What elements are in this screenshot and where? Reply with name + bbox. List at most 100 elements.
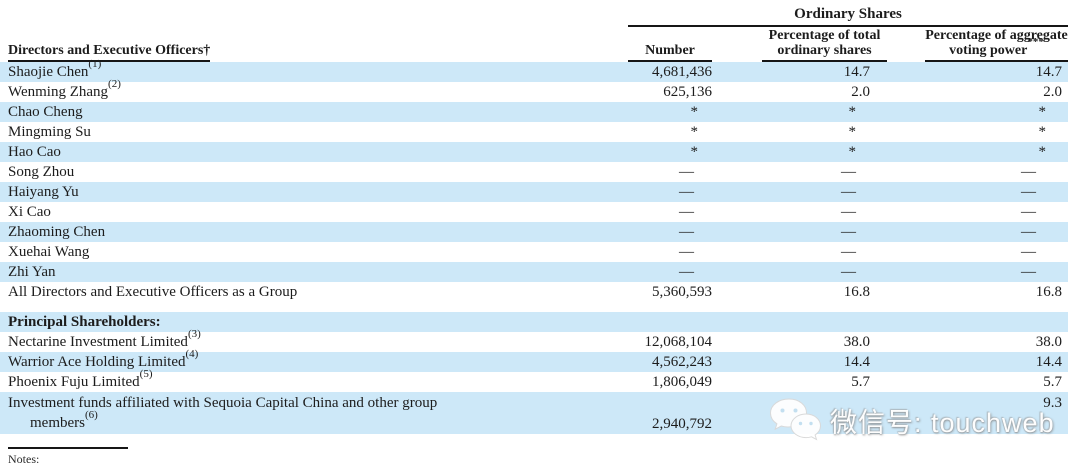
- table-row: Hao Cao * * *: [0, 142, 1068, 162]
- pct-voting-power-cell: —: [1021, 224, 1036, 240]
- number-cell: *: [690, 124, 699, 140]
- shareholder-name-cell: Haiyang Yu: [8, 184, 79, 200]
- first-column-header: Directors and Executive Officers†: [8, 43, 211, 62]
- footnote-marker: (5): [139, 368, 153, 380]
- pct-ordinary-shares-cell: *: [848, 144, 857, 160]
- number-cell: —: [679, 184, 694, 200]
- pct-voting-power-column-header: Percentage of aggregate voting power***: [925, 28, 1068, 62]
- pct-ordinary-shares-cell: —: [841, 164, 856, 180]
- pct-ordinary-shares-cell: 16.8: [843, 284, 870, 300]
- shareholder-name-cell: All Directors and Executive Officers as …: [8, 284, 298, 300]
- pct-voting-power-cell: 38.0: [1035, 334, 1062, 350]
- pct-ordinary-shares-cell: —: [841, 224, 856, 240]
- pct-ordinary-shares-cell: 14.4: [843, 354, 870, 370]
- number-cell: —: [679, 164, 694, 180]
- pct-voting-power-cell: *: [1038, 104, 1047, 120]
- number-cell: —: [679, 204, 694, 220]
- shareholder-name-cell: Zhaoming Chen: [8, 224, 106, 240]
- pct-voting-power-cell: 16.8: [1035, 284, 1062, 300]
- pct-ordinary-shares-cell: —: [841, 204, 856, 220]
- notes-label: Notes:: [8, 452, 40, 466]
- group-column-header: Ordinary Shares: [628, 6, 1068, 27]
- table-row: Principal Shareholders:: [0, 312, 1068, 332]
- pct-voting-power-cell: 14.7: [1035, 64, 1062, 80]
- number-cell: 625,136: [663, 84, 712, 100]
- footnote-marker: (6): [84, 409, 98, 421]
- number-cell: 4,562,243: [652, 354, 712, 370]
- shareholder-name-cell: Phoenix Fuju Limited(5): [8, 368, 153, 391]
- pct-ordinary-shares-cell: —: [841, 264, 856, 280]
- shareholder-name-cell: Shaojie Chen(1): [8, 58, 102, 81]
- table-header: Ordinary Shares Directors and Executive …: [0, 0, 1080, 62]
- pct-ordinary-shares-cell: [712, 312, 887, 332]
- number-cell: [628, 312, 712, 332]
- shareholder-name-cell: Warrior Ace Holding Limited(4): [8, 348, 199, 371]
- footnote-marker: (2): [108, 78, 121, 90]
- table-row: Nectarine Investment Limited(3) 12,068,10…: [0, 328, 1068, 352]
- table-row: Haiyang Yu — — —: [0, 182, 1068, 202]
- pct-voting-power-cell: [887, 312, 1068, 332]
- table-row: Phoenix Fuju Limited(5) 1,806,049 5.7 5.7: [0, 368, 1068, 392]
- pct-ordinary-shares-cell: 38.0: [843, 334, 870, 350]
- table-row: Shaojie Chen(1) 4,681,436 14.7 14.7: [0, 58, 1068, 82]
- shareholder-name-cell: Zhi Yan: [8, 264, 56, 280]
- number-column-header: Number: [628, 43, 712, 62]
- pct-ordinary-shares-cell: 5.7: [851, 374, 870, 390]
- pct-voting-power-cell: —: [1021, 204, 1036, 220]
- number-cell: *: [690, 144, 699, 160]
- number-cell: *: [690, 104, 699, 120]
- pct-ordinary-shares-cell: —: [841, 184, 856, 200]
- table-row: Xi Cao — — —: [0, 202, 1068, 222]
- shareholder-name-cell: Mingming Su: [8, 124, 91, 140]
- number-cell: —: [679, 244, 694, 260]
- table-body: Shaojie Chen(1) 4,681,436 14.7 14.7 Wenming …: [0, 58, 1068, 434]
- number-cell: 4,681,436: [652, 64, 712, 80]
- shareholder-name-cell: Principal Shareholders:: [8, 314, 161, 330]
- pct-voting-power-cell: —: [1021, 264, 1036, 280]
- number-cell: 12,068,104: [644, 334, 713, 350]
- pct-ordinary-shares-column-header: Percentage of total ordinary shares: [762, 28, 887, 62]
- shareholder-name-cell: Song Zhou: [8, 164, 75, 180]
- pct-voting-power-cell: *: [1038, 124, 1047, 140]
- table-row: Warrior Ace Holding Limited(4) 4,562,243 1…: [0, 348, 1068, 372]
- pct-ordinary-shares-cell: *: [848, 124, 857, 140]
- pct-voting-power-cell: —: [1021, 164, 1036, 180]
- pct-voting-power-cell: 9.3: [1043, 395, 1062, 411]
- table-row: Zhaoming Chen — — —: [0, 222, 1068, 242]
- number-cell: 1,806,049: [652, 374, 712, 390]
- voting-power-footnote-marker: ***: [1027, 36, 1044, 49]
- table-row: Chao Cheng * * *: [0, 102, 1068, 122]
- shareholder-name-cell: Chao Cheng: [8, 104, 83, 120]
- pct-voting-power-cell: 5.7: [1043, 374, 1062, 390]
- pct-ordinary-shares-cell: [712, 393, 887, 434]
- footnote-marker: (3): [187, 328, 201, 340]
- table-row: Wenming Zhang(2) 625,136 2.0 2.0: [0, 78, 1068, 102]
- pct-ordinary-shares-cell: —: [841, 244, 856, 260]
- number-cell: —: [679, 224, 694, 240]
- number-cell: —: [679, 264, 694, 280]
- footnote-marker: (1): [88, 58, 102, 70]
- shareholder-name-cell: Nectarine Investment Limited(3): [8, 328, 201, 351]
- pct-ordinary-shares-cell: 14.7: [843, 64, 870, 80]
- spacer-row: [0, 302, 1068, 312]
- pct-voting-power-cell: 2.0: [1043, 84, 1062, 100]
- table-row: All Directors and Executive Officers as …: [0, 282, 1068, 302]
- table-row: Investment funds affiliated with Sequoia…: [0, 392, 1068, 434]
- shareholder-name-cell: Investment funds affiliated with Sequoia…: [8, 395, 438, 431]
- pct-ordinary-shares-cell: *: [848, 104, 857, 120]
- pct-voting-power-cell: 14.4: [1035, 354, 1062, 370]
- shareholder-name-cell: Wenming Zhang(2): [8, 78, 121, 101]
- notes-divider-rule: [8, 447, 128, 449]
- pct-ordinary-shares-cell: 2.0: [851, 84, 870, 100]
- table-row: Mingming Su * * *: [0, 122, 1068, 142]
- pct-voting-power-cell: —: [1021, 184, 1036, 200]
- pct-voting-power-cell: *: [1038, 144, 1047, 160]
- shareholder-name-cell: Hao Cao: [8, 144, 61, 160]
- number-cell: 2,940,792: [652, 416, 712, 432]
- shareholder-name-cell: Xuehai Wang: [8, 244, 90, 260]
- number-cell: 5,360,593: [652, 284, 712, 300]
- table-row: Zhi Yan — — —: [0, 262, 1068, 282]
- table-row: Xuehai Wang — — —: [0, 242, 1068, 262]
- table-row: Song Zhou — — —: [0, 162, 1068, 182]
